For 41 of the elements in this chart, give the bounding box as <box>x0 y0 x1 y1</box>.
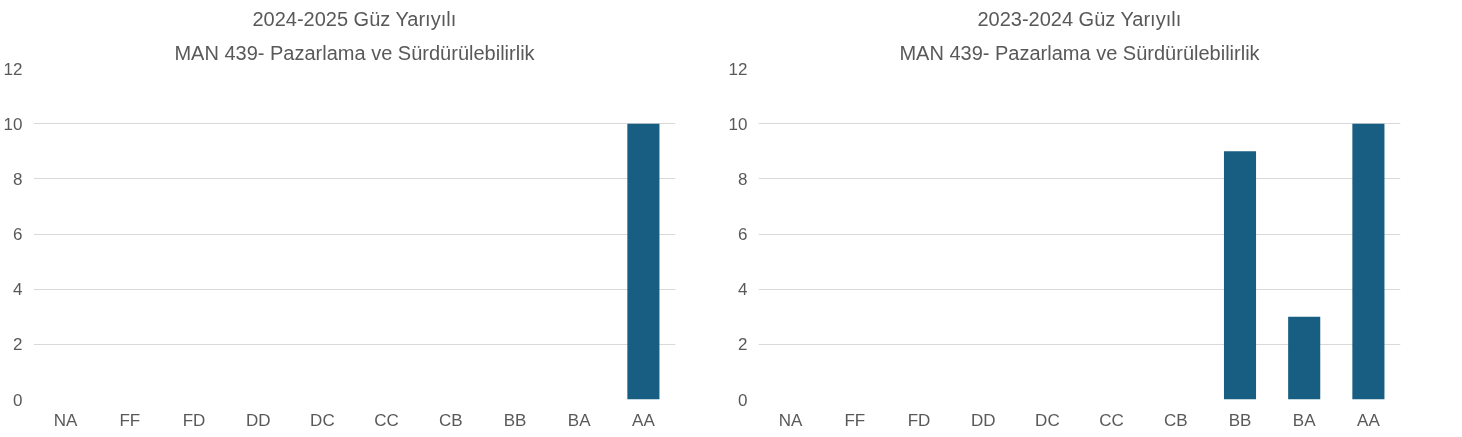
y-tick-label: 4 <box>13 280 23 300</box>
y-tick-label: 12 <box>728 59 748 79</box>
y-tick-label: 6 <box>13 225 23 244</box>
x-tick-label: BB <box>1228 410 1252 430</box>
y-tick-label: 10 <box>3 114 23 134</box>
y-tick-label: 2 <box>13 335 23 355</box>
chart-title: 2023-2024 Güz Yarıyılı <box>977 7 1182 30</box>
x-tick-label: NA <box>778 410 804 430</box>
y-tick-label: 8 <box>738 169 748 189</box>
x-tick-label: BA <box>1292 410 1317 430</box>
bar <box>1223 151 1257 400</box>
x-tick-label: FF <box>119 410 141 430</box>
bar <box>1352 123 1385 400</box>
x-tick-label: DD <box>245 410 271 430</box>
y-tick-label: 0 <box>13 390 23 410</box>
chart-subtitle: MAN 439- Pazarlama ve Sürdürülebilirlik <box>174 41 536 64</box>
y-tick-label: 2 <box>738 335 748 355</box>
x-tick-label: FD <box>182 410 206 430</box>
x-tick-label: NA <box>53 410 79 430</box>
bar <box>1288 316 1321 400</box>
y-tick-label: 4 <box>738 280 748 300</box>
x-tick-label: CC <box>374 410 399 430</box>
chart-title: 2024-2025 Güz Yarıyılı <box>252 7 457 30</box>
y-tick-label: 6 <box>738 225 748 244</box>
x-tick-label: BA <box>567 410 592 430</box>
x-tick-label: DC <box>1035 410 1060 430</box>
x-tick-label: CB <box>1163 410 1188 430</box>
y-tick-label: 12 <box>3 59 23 79</box>
x-tick-label: CB <box>438 410 463 430</box>
y-tick-label: 8 <box>13 169 23 189</box>
x-tick-label: DC <box>310 410 335 430</box>
x-tick-label: FF <box>844 410 866 430</box>
x-tick-label: AA <box>1357 410 1381 430</box>
y-tick-label: 0 <box>738 390 748 410</box>
x-tick-label: AA <box>632 410 656 430</box>
chart-subtitle: MAN 439- Pazarlama ve Sürdürülebilirlik <box>899 41 1261 64</box>
x-tick-label: BB <box>503 410 527 430</box>
x-tick-label: CC <box>1099 410 1124 430</box>
x-tick-label: DD <box>970 410 996 430</box>
y-tick-label: 10 <box>728 114 748 134</box>
x-tick-label: FD <box>907 410 931 430</box>
